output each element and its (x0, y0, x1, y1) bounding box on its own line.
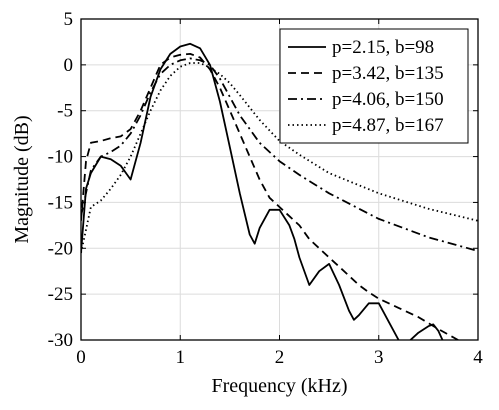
series-line-1 (81, 42, 444, 340)
y-tick-label: -30 (48, 330, 73, 351)
legend-label-1: p=2.15, b=98 (332, 37, 434, 58)
y-tick-label: -5 (57, 101, 73, 122)
legend-label-3: p=4.06, b=150 (332, 89, 444, 110)
x-tick-label: 0 (76, 347, 86, 368)
x-tick-label: 3 (374, 347, 384, 368)
axis-ticks: 0 1 2 3 4 5 0 -5 -10 -15 -20 -25 -30 (48, 9, 484, 368)
y-tick-label: 5 (64, 9, 74, 30)
legend-label-2: p=3.42, b=135 (332, 63, 444, 84)
x-tick-label: 2 (275, 347, 285, 368)
series-lines (81, 42, 478, 340)
y-tick-label: -10 (48, 147, 73, 168)
legend: p=2.15, b=98 p=3.42, b=135 p=4.06, b=150 p=… (279, 28, 469, 144)
y-tick-label: 0 (64, 55, 74, 76)
y-tick-label: -15 (48, 192, 73, 213)
y-tick-label: -25 (48, 284, 73, 305)
y-axis-label: Magnitude (dB) (11, 115, 33, 243)
series-line-3 (81, 57, 478, 252)
x-axis-label: Frequency (kHz) (211, 375, 347, 397)
series-line-2 (81, 53, 459, 340)
series-line-4 (81, 62, 478, 254)
legend-label-4: p=4.87, b=167 (332, 115, 444, 136)
x-tick-label: 4 (473, 347, 483, 368)
legend-box (279, 28, 469, 144)
y-tick-label: -20 (48, 238, 73, 259)
x-tick-label: 1 (176, 347, 186, 368)
